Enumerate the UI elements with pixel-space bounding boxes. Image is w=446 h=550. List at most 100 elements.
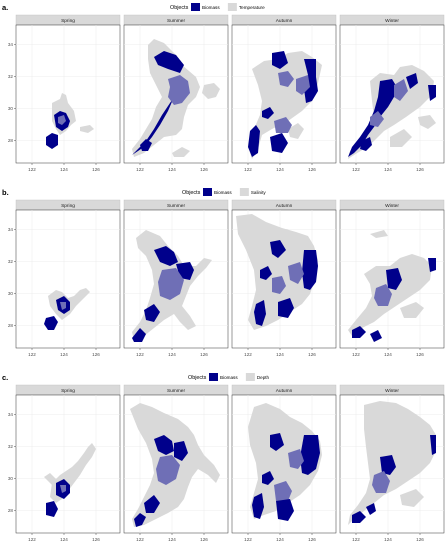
panel-label: b. [2, 188, 9, 197]
facet-summer: Summer 122 124 126 [123, 384, 229, 542]
variable-region [370, 230, 388, 238]
biomass-region [252, 493, 264, 519]
legend-item: Biomass [220, 375, 238, 380]
overlap-region [296, 75, 310, 95]
variable-region [418, 115, 436, 129]
biomass-region [144, 495, 160, 513]
overlap-region [278, 71, 294, 87]
x-tick-label: 126 [308, 537, 316, 542]
map-regions [348, 401, 436, 525]
overlap-region [288, 449, 304, 469]
y-tick-label: 32 [8, 74, 14, 79]
overlap-region [60, 485, 66, 493]
x-tick-label: 122 [244, 167, 252, 172]
facet-strip-label: Autumn [276, 18, 293, 24]
overlap-region [274, 481, 292, 501]
map-regions [236, 214, 318, 330]
x-tick-label: 124 [60, 352, 68, 357]
overlap-region [58, 115, 66, 125]
variable-region [236, 214, 318, 330]
x-tick-label: 124 [60, 537, 68, 542]
legend-title: Objects [188, 375, 207, 381]
facet-winter: Winter 122 124 126 [339, 384, 445, 542]
biomass-region [276, 499, 294, 521]
x-tick-label: 124 [276, 352, 284, 357]
overlap-region [274, 117, 292, 133]
variable-region [288, 123, 304, 139]
x-tick-label: 124 [384, 352, 392, 357]
x-tick-label: 122 [28, 537, 36, 542]
overlap-region [168, 75, 190, 105]
overlap-region [60, 302, 66, 310]
variable-region [44, 473, 56, 485]
facet-strip-label: Winter [385, 203, 399, 209]
x-tick-label: 124 [276, 167, 284, 172]
legend-key [203, 188, 212, 196]
variable-region [390, 129, 412, 147]
legend-title: Objects [182, 190, 201, 196]
biomass-region [46, 501, 58, 517]
facet-strip-label: Spring [61, 203, 75, 209]
x-tick-label: 122 [352, 167, 360, 172]
x-tick-label: 122 [352, 537, 360, 542]
map-area [15, 394, 121, 534]
y-tick-label: 32 [8, 444, 14, 449]
x-tick-label: 124 [384, 537, 392, 542]
map-regions [44, 443, 96, 517]
map-regions [248, 403, 322, 521]
legend: Objects Biomass Depth [188, 373, 270, 381]
x-tick-label: 126 [416, 167, 424, 172]
x-tick-label: 124 [168, 537, 176, 542]
y-tick-label: 32 [8, 259, 14, 264]
y-tick-label: 30 [8, 476, 14, 481]
facet-spring: Spring 122 124 126 28 30 32 34 [8, 14, 121, 172]
biomass-region [300, 435, 320, 475]
facet-winter: Winter 122 124 126 [339, 199, 445, 357]
biomass-region [406, 73, 418, 89]
x-tick-label: 124 [168, 352, 176, 357]
x-tick-label: 122 [28, 352, 36, 357]
legend-key [245, 373, 255, 381]
facet-strip-label: Winter [385, 388, 399, 394]
overlap-region [394, 79, 408, 101]
y-tick-label: 28 [8, 138, 14, 143]
variable-region [80, 125, 94, 133]
map-regions [130, 403, 220, 527]
x-tick-label: 122 [244, 537, 252, 542]
legend-key [239, 188, 249, 196]
variable-region [202, 83, 220, 99]
overlap-region [156, 455, 180, 485]
biomass-region [366, 503, 376, 515]
biomass-region [270, 133, 288, 153]
x-tick-label: 122 [28, 167, 36, 172]
x-tick-label: 124 [276, 537, 284, 542]
facet-strip-label: Autumn [276, 203, 293, 209]
x-tick-label: 122 [352, 352, 360, 357]
y-tick-label: 34 [8, 42, 14, 47]
facet-spring: Spring 122 124 126 28 30 32 34 [8, 384, 121, 542]
panel-c: c. Objects Biomass Depth Spring 122 124 126 28 30… [2, 373, 445, 542]
overlap-region [370, 111, 384, 127]
map-area [15, 24, 121, 164]
y-tick-label: 34 [8, 227, 14, 232]
biomass-region [144, 304, 160, 322]
biomass-region [430, 435, 436, 455]
variable-region [348, 65, 434, 159]
legend-item: Salinity [251, 190, 267, 195]
facet-autumn: Autumn 122 124 126 [231, 14, 337, 172]
x-tick-label: 122 [136, 352, 144, 357]
overlap-region [374, 284, 392, 306]
facet-strip-label: Summer [167, 203, 186, 209]
biomass-region [272, 51, 288, 69]
biomass-region [380, 455, 396, 475]
x-tick-label: 122 [244, 352, 252, 357]
map-regions [348, 65, 436, 159]
overlap-region [158, 268, 184, 300]
facet-winter: Winter 122 124 126 [339, 14, 445, 172]
facet-strip-label: Autumn [276, 388, 293, 394]
panel-a: a. Objects Biomass Temperature Spring 122 124 1… [2, 3, 445, 172]
variable-region [132, 39, 200, 157]
map-regions [248, 51, 322, 159]
biomass-region [262, 471, 274, 485]
biomass-region [254, 300, 266, 326]
